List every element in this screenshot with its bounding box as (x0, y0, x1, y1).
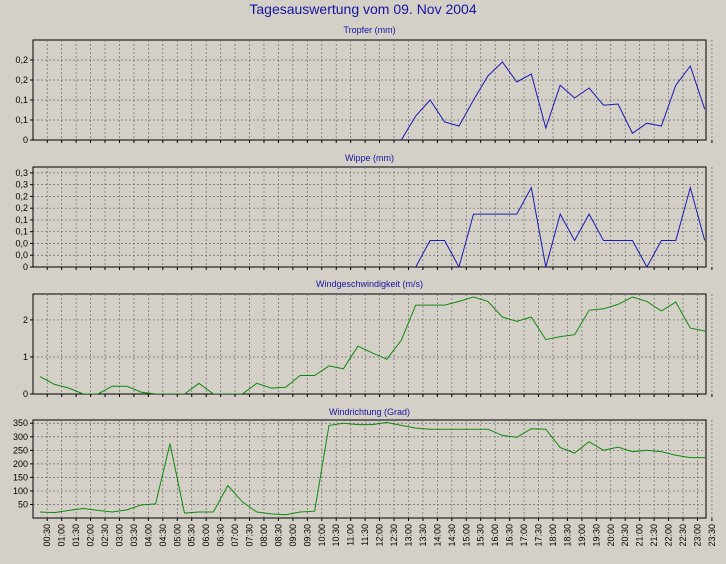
y-tick-label: 1 (23, 352, 28, 362)
plot-area (32, 293, 707, 395)
x-tick-label: 16:30 (505, 524, 515, 547)
chart-title: Wippe (mm) (345, 153, 394, 163)
x-tick-label: 19:30 (591, 524, 601, 547)
chart-title: Tropfer (mm) (343, 25, 395, 35)
x-tick-label: 20:00 (606, 524, 616, 547)
x-tick-label: 02:00 (86, 524, 96, 547)
y-tick-label: 300 (13, 432, 28, 442)
y-tick-label: 150 (13, 472, 28, 482)
x-tick-label: 09:30 (302, 524, 312, 547)
series-line (39, 421, 706, 516)
x-tick-label: 18:30 (562, 524, 572, 547)
x-tick-label: 06:30 (216, 524, 226, 547)
y-tick-label: 250 (13, 445, 28, 455)
x-tick-label: 19:00 (577, 524, 587, 547)
x-tick-label: 03:00 (114, 524, 124, 547)
y-tick-label: 200 (13, 459, 28, 469)
y-tick-label: 100 (13, 486, 28, 496)
vertical-grid (46, 167, 713, 270)
x-tick-label: 15:00 (461, 524, 471, 547)
x-tick-label: 10:30 (331, 524, 341, 547)
x-tick-label: 22:30 (678, 524, 688, 547)
x-tick-label: 04:00 (143, 524, 153, 547)
x-tick-label: 01:30 (71, 524, 81, 547)
x-tick-label: 11:30 (360, 524, 370, 546)
x-tick-label: 17:30 (534, 524, 544, 547)
chart-title: Windgeschwindigkeit (m/s) (316, 279, 423, 289)
x-tick-label: 02:30 (100, 524, 110, 547)
chart-panel-1: Tropfer (mm) 0 0,1 0,1 0,2 0,2 (15, 25, 713, 145)
y-tick-label: 50 (18, 499, 28, 509)
vertical-grid (46, 294, 713, 397)
x-tick-label: 11:00 (346, 524, 356, 546)
x-tick-label: 10:00 (317, 524, 327, 547)
x-tick-label: 12:30 (389, 524, 399, 547)
series-line (39, 296, 706, 394)
x-tick-labels: 00:30 01:00 01:30 02:00 02:30 03:00 03:30 04:00… (42, 524, 717, 547)
chart-panel-4: Windrichtung (Grad) 50 100 150 200 250 300 350 (13, 407, 713, 521)
x-tick-label: 17:00 (519, 524, 529, 547)
x-tick-label: 22:00 (664, 524, 674, 547)
series-line (415, 185, 706, 267)
vertical-grid (46, 40, 713, 143)
y-tick-label: 0 (23, 389, 28, 399)
y-tick-label: 0,3 (15, 180, 28, 190)
x-tick-label: 01:00 (57, 524, 67, 547)
y-tick-label: 2 (23, 315, 28, 325)
vertical-grid (46, 420, 713, 521)
x-tick-label: 00:30 (42, 524, 52, 547)
y-tick-label: 350 (13, 418, 28, 428)
y-tick-label: 0,1 (15, 95, 28, 105)
chart-title: Windrichtung (Grad) (329, 407, 410, 417)
y-tick-label: 0,1 (15, 115, 28, 125)
x-tick-label: 23:30 (707, 524, 717, 547)
x-tick-label: 13:30 (418, 524, 428, 547)
x-tick-label: 15:30 (476, 524, 486, 547)
y-tick-label: 0 (23, 135, 28, 145)
y-tick-label: 0,2 (15, 203, 28, 213)
y-tick-label: 0 (23, 262, 28, 272)
x-tick-label: 18:00 (548, 524, 558, 547)
page-title: Tagesauswertung vom 09. Nov 2004 (249, 1, 477, 17)
plot-area (32, 166, 707, 268)
y-tick-label: 0,0 (15, 238, 28, 248)
x-tick-label: 05:00 (172, 524, 182, 547)
x-tick-label: 07:30 (245, 524, 255, 547)
series-line (400, 61, 706, 140)
x-tick-label: 08:00 (259, 524, 269, 547)
x-tick-label: 16:00 (490, 524, 500, 547)
y-tick-label: 0,3 (15, 168, 28, 178)
x-tick-label: 14:30 (447, 524, 457, 547)
x-tick-label: 21:30 (649, 524, 659, 547)
chart-panel-3: Windgeschwindigkeit (m/s) 0 1 2 (23, 279, 713, 399)
x-tick-label: 05:30 (187, 524, 197, 547)
x-tick-label: 06:00 (201, 524, 211, 547)
x-tick-label: 07:00 (230, 524, 240, 547)
x-tick-label: 13:00 (403, 524, 413, 547)
y-tick-label: 0,0 (15, 250, 28, 260)
plot-area (32, 39, 707, 141)
y-tick-label: 0,2 (15, 191, 28, 201)
x-tick-label: 12:00 (375, 524, 385, 547)
x-tick-label: 20:30 (620, 524, 630, 547)
y-tick-label: 0,1 (15, 227, 28, 237)
x-tick-label: 09:00 (288, 524, 298, 547)
y-tick-label: 0,1 (15, 215, 28, 225)
plot-area (32, 419, 707, 519)
y-tick-label: 0,2 (15, 55, 28, 65)
x-tick-label: 21:00 (635, 524, 645, 547)
x-tick-label: 08:30 (273, 524, 283, 547)
x-tick-label: 03:30 (129, 524, 139, 547)
chart-panel-2: Wippe (mm)00,00,00,10,10,20,20,30,3 (15, 153, 713, 272)
x-tick-label: 04:30 (158, 524, 168, 547)
x-tick-label: 14:00 (432, 524, 442, 547)
x-tick-label: 23:00 (692, 524, 702, 547)
y-tick-label: 0,2 (15, 75, 28, 85)
